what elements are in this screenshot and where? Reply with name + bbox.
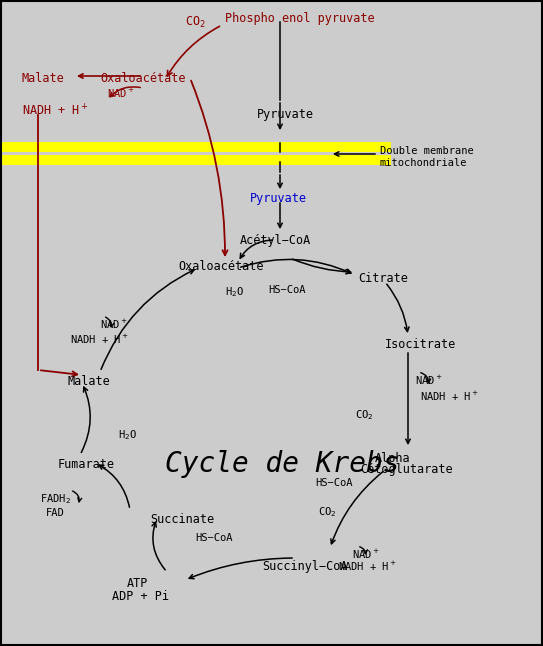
- Text: ATP: ATP: [127, 577, 148, 590]
- Text: NADH + H$^+$: NADH + H$^+$: [338, 560, 397, 573]
- Text: HS−CoA: HS−CoA: [268, 285, 306, 295]
- Text: Fumarate: Fumarate: [58, 458, 115, 471]
- Text: FAD: FAD: [46, 508, 65, 518]
- Text: CO$_2$: CO$_2$: [185, 15, 206, 30]
- Text: NAD$^+$: NAD$^+$: [100, 318, 128, 331]
- Text: Malate: Malate: [22, 72, 65, 85]
- Text: Alpha: Alpha: [375, 452, 411, 465]
- Text: Malate: Malate: [68, 375, 111, 388]
- Text: Phospho enol pyruvate: Phospho enol pyruvate: [225, 12, 375, 25]
- Text: NAD$^+$: NAD$^+$: [415, 374, 443, 387]
- Text: NADH + H$^+$: NADH + H$^+$: [22, 103, 89, 118]
- Text: NAD$^+$: NAD$^+$: [352, 548, 380, 561]
- Text: Pyruvate: Pyruvate: [250, 192, 307, 205]
- Text: Isocitrate: Isocitrate: [385, 338, 456, 351]
- Text: NAD$^+$: NAD$^+$: [107, 87, 135, 100]
- Text: Citrate: Citrate: [358, 272, 408, 285]
- Text: H$_2$O: H$_2$O: [118, 428, 137, 442]
- Text: Acétyl−CoA: Acétyl−CoA: [240, 234, 311, 247]
- Text: Pyruvate: Pyruvate: [257, 108, 314, 121]
- Text: Double membrane
mitochondriale: Double membrane mitochondriale: [380, 146, 473, 167]
- Text: Succinyl−CoA: Succinyl−CoA: [262, 560, 348, 573]
- Text: Oxaloacétate: Oxaloacétate: [178, 260, 263, 273]
- Text: FADH$_2$: FADH$_2$: [40, 492, 71, 506]
- Text: Cétoglutarate: Cétoglutarate: [360, 463, 453, 476]
- Text: H$_2$O: H$_2$O: [225, 285, 244, 299]
- Text: NADH + H$^+$: NADH + H$^+$: [70, 333, 129, 346]
- Text: CO$_2$: CO$_2$: [355, 408, 374, 422]
- Text: HS−CoA: HS−CoA: [195, 533, 232, 543]
- Text: HS−CoA: HS−CoA: [315, 478, 352, 488]
- Text: CO$_2$: CO$_2$: [318, 505, 337, 519]
- Text: Succinate: Succinate: [150, 513, 214, 526]
- Bar: [0, 142, 391, 152]
- Text: ADP + Pi: ADP + Pi: [112, 590, 169, 603]
- Text: Cycle de Krebs: Cycle de Krebs: [165, 450, 400, 478]
- Text: NADH + H$^+$: NADH + H$^+$: [420, 390, 479, 403]
- Bar: [0, 155, 391, 165]
- Text: Oxaloacétate: Oxaloacétate: [100, 72, 186, 85]
